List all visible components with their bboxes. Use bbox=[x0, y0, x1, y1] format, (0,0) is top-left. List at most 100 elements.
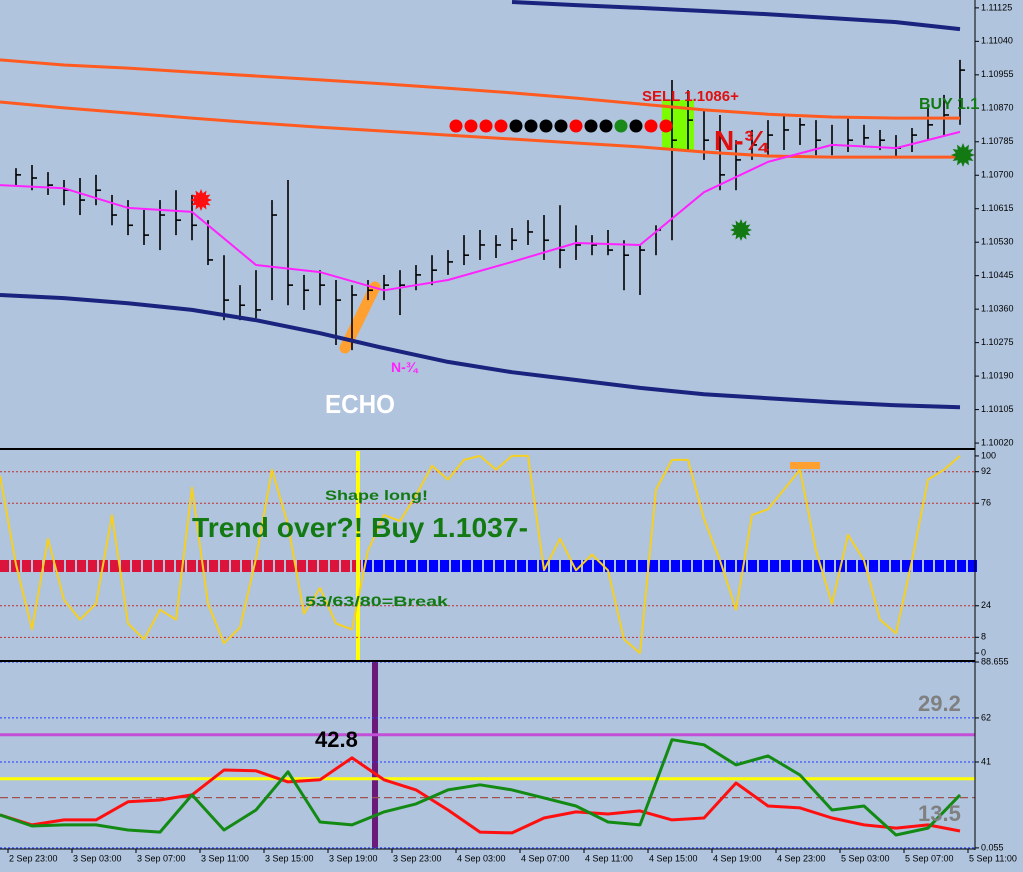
band-cell bbox=[737, 560, 746, 572]
line bbox=[0, 454, 961, 655]
band-cell bbox=[88, 560, 97, 572]
x-tick-label: 3 Sep 07:00 bbox=[137, 853, 186, 863]
x-tick-label: 3 Sep 23:00 bbox=[393, 853, 442, 863]
band-cell bbox=[55, 560, 64, 572]
x-tick-label: 3 Sep 19:00 bbox=[329, 853, 378, 863]
state-band bbox=[0, 560, 977, 572]
x-tick-label: 4 Sep 19:00 bbox=[713, 853, 762, 863]
band-cell bbox=[649, 560, 658, 572]
band-cell bbox=[902, 560, 911, 572]
band-cell bbox=[363, 560, 372, 572]
band-cell bbox=[957, 560, 966, 572]
band-cell bbox=[154, 560, 163, 572]
signal-dots bbox=[449, 119, 673, 133]
band-cell bbox=[220, 560, 229, 572]
y-tick-label: 1.10275 bbox=[981, 337, 1014, 347]
line bbox=[511, 0, 961, 32]
band-cell bbox=[550, 560, 559, 572]
band-cell bbox=[242, 560, 251, 572]
line bbox=[0, 130, 961, 292]
band-cell bbox=[627, 560, 636, 572]
band-cell bbox=[638, 560, 647, 572]
band-cell bbox=[869, 560, 878, 572]
signal-dot bbox=[569, 119, 583, 133]
signal-dot bbox=[449, 119, 463, 133]
y-tick-label: 24 bbox=[981, 600, 991, 610]
signal-dot bbox=[494, 119, 508, 133]
band-cell bbox=[572, 560, 581, 572]
signal-dot bbox=[614, 119, 628, 133]
signal-stars bbox=[190, 143, 975, 241]
band-cell bbox=[968, 560, 977, 572]
band-cell bbox=[935, 560, 944, 572]
x-tick-label: 2 Sep 23:00 bbox=[9, 853, 58, 863]
band-cell bbox=[176, 560, 185, 572]
annotation: ECHO bbox=[325, 389, 395, 419]
band-cell bbox=[429, 560, 438, 572]
x-tick-label: 4 Sep 15:00 bbox=[649, 853, 698, 863]
band-cell bbox=[924, 560, 933, 572]
x-tick-label: 3 Sep 11:00 bbox=[201, 853, 249, 863]
line bbox=[0, 58, 960, 120]
band-cell bbox=[913, 560, 922, 572]
band-cell bbox=[396, 560, 405, 572]
band-cell bbox=[528, 560, 537, 572]
signal-dot bbox=[479, 119, 493, 133]
band-cell bbox=[165, 560, 174, 572]
band-cell bbox=[121, 560, 130, 572]
signal-dot bbox=[509, 119, 523, 133]
band-cell bbox=[209, 560, 218, 572]
y-tick-label: 1.10955 bbox=[981, 69, 1014, 79]
y-tick-label: 62 bbox=[981, 712, 991, 722]
y-tick-label: 1.10530 bbox=[981, 237, 1014, 247]
band-cell bbox=[77, 560, 86, 572]
annotation: Trend over?! Buy 1.1037- bbox=[192, 512, 528, 543]
annotation: 42.8 bbox=[315, 727, 358, 752]
band-cell bbox=[231, 560, 240, 572]
y-tick-label: 1.11125 bbox=[981, 2, 1012, 12]
band-cell bbox=[66, 560, 75, 572]
signal-dot bbox=[584, 119, 598, 133]
band-cell bbox=[803, 560, 812, 572]
y-tick-label: 1.10445 bbox=[981, 270, 1014, 280]
y-tick-label: 1.10870 bbox=[981, 103, 1014, 113]
y-tick-label: 1.10700 bbox=[981, 170, 1014, 180]
band-cell bbox=[682, 560, 691, 572]
band-cell bbox=[418, 560, 427, 572]
signal-dot bbox=[629, 119, 643, 133]
band-cell bbox=[704, 560, 713, 572]
x-tick-label: 4 Sep 03:00 bbox=[457, 853, 506, 863]
signal-dot bbox=[659, 119, 673, 133]
band-cell bbox=[814, 560, 823, 572]
band-cell bbox=[275, 560, 284, 572]
band-cell bbox=[660, 560, 669, 572]
signal-dot bbox=[599, 119, 613, 133]
y-tick-label: 8 bbox=[981, 632, 986, 642]
band-cell bbox=[671, 560, 680, 572]
annotation: 53/63/80=Break bbox=[305, 593, 448, 609]
y-tick-label: 1.11040 bbox=[981, 36, 1013, 46]
y-tick-label: 1.10190 bbox=[981, 370, 1014, 380]
band-cell bbox=[0, 560, 9, 572]
y-tick-label: 92 bbox=[981, 466, 991, 476]
y-tick-label: 1.10785 bbox=[981, 136, 1014, 146]
band-cell bbox=[473, 560, 482, 572]
band-cell bbox=[385, 560, 394, 572]
band-cell bbox=[33, 560, 42, 572]
signal-star bbox=[951, 143, 975, 167]
line bbox=[0, 100, 960, 159]
x-tick-label: 5 Sep 11:00 bbox=[969, 853, 1017, 863]
band-cell bbox=[484, 560, 493, 572]
annotation: N-¾ bbox=[391, 359, 419, 375]
band-cell bbox=[22, 560, 31, 572]
band-cell bbox=[693, 560, 702, 572]
band-cell bbox=[506, 560, 515, 572]
band-cell bbox=[44, 560, 53, 572]
marker bbox=[790, 462, 820, 469]
band-cell bbox=[440, 560, 449, 572]
x-tick-label: 3 Sep 03:00 bbox=[73, 853, 122, 863]
annotation: Shape long! bbox=[325, 487, 428, 503]
y-tick-label: 0 bbox=[981, 647, 986, 657]
